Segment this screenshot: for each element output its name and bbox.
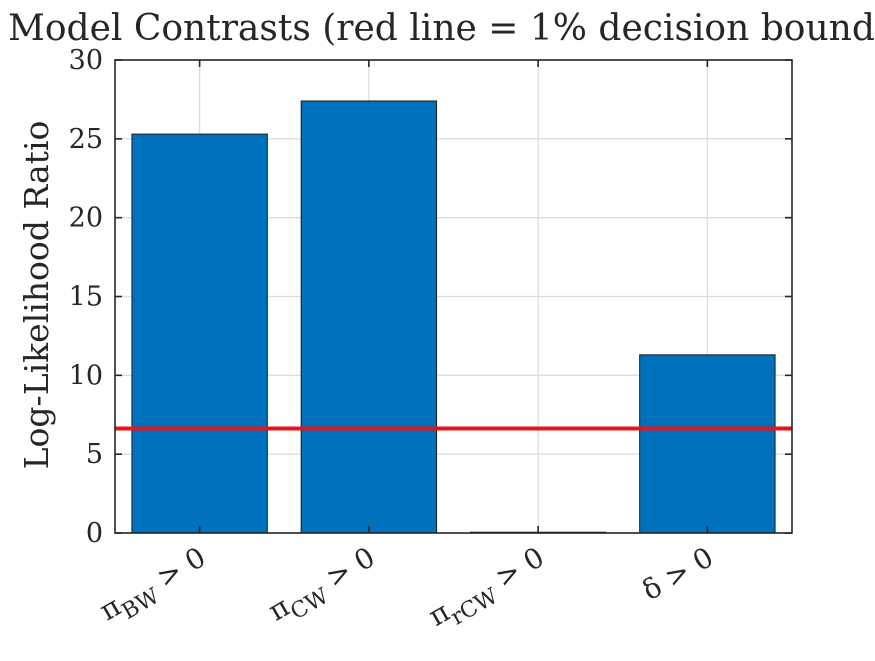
chart-title: Model Contrasts (red line = 1% decision …	[8, 8, 875, 49]
y-tick-label: 10	[69, 360, 103, 391]
y-tick-label: 5	[86, 439, 103, 470]
axes	[114, 59, 793, 534]
x-tick-label: πCW > 0	[263, 540, 385, 634]
bar	[300, 100, 438, 534]
x-tick-labels: πBW > 0 πCW > 0 πrCW > 0 δ > 0	[94, 540, 719, 639]
x-tick-label: πrCW > 0	[423, 540, 554, 639]
y-axis-label: Log-Likelihood Ratio	[17, 121, 56, 470]
bar	[639, 354, 776, 534]
y-tick-label: 25	[69, 124, 103, 155]
bar	[131, 133, 268, 534]
x-tick-label: πBW > 0	[94, 540, 215, 634]
y-tick-label: 20	[69, 203, 103, 234]
y-tick-label: 30	[69, 45, 103, 76]
y-tick-label: 15	[69, 282, 103, 313]
y-tick-labels: 0 5 10 15 20 25 30	[69, 45, 103, 549]
y-tick-label: 0	[86, 518, 103, 549]
x-tick-label: δ > 0	[637, 540, 719, 607]
